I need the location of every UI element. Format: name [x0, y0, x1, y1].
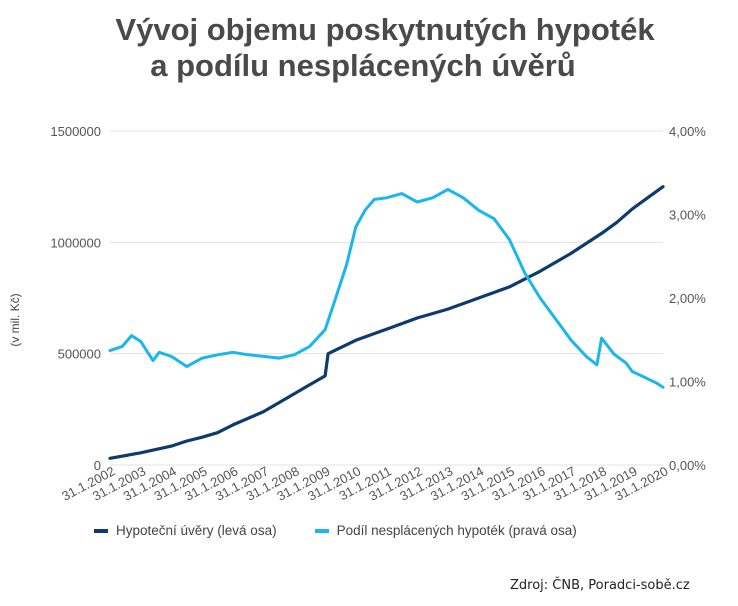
y-tick-label: 1500000: [50, 124, 101, 139]
legend-swatch-mortgages: [94, 528, 108, 533]
legend-label-mortgages: Hypoteční úvěry (levá osa): [116, 523, 277, 538]
y-tick-label: 500000: [58, 347, 101, 362]
x-axis-ticks: 31.1.200231.1.200331.1.200431.1.200531.1…: [59, 463, 670, 503]
y2-tick-label: 2,00%: [669, 291, 706, 306]
legend-label-npl-share: Podíl nesplácených hypoték (pravá osa): [336, 523, 577, 538]
legend-swatch-npl-share: [314, 528, 329, 533]
series-line-npl-share: [108, 187, 665, 389]
y-tick-label: 1000000: [50, 235, 101, 250]
series-line-mortgages: [108, 185, 665, 460]
line-chart: 1500000 1000000 500000 0 4,00% 3,00% 2,00% 1,0…: [8, 124, 706, 504]
chart-title: Vývoj objemu poskytnutých hypoték: [115, 12, 655, 47]
right-axis-ticks: 4,00% 3,00% 2,00% 1,00% 0,00%: [669, 124, 706, 473]
y2-tick-label: 3,00%: [669, 208, 706, 223]
y-tick-label: 0: [94, 458, 101, 473]
legend-item-npl-share: Podíl nesplácených hypoték (pravá osa): [314, 523, 577, 538]
legend-item-mortgages: Hypoteční úvěry (levá osa): [94, 523, 277, 538]
left-axis-ticks: 1500000 1000000 500000 0: [50, 124, 101, 473]
gridlines: [110, 130, 663, 466]
y2-tick-label: 0,00%: [669, 458, 706, 473]
y-axis-label: (v mil. Kč): [8, 293, 22, 346]
source-note: Zdroj: ČNB, Poradci-sobě.cz: [510, 578, 690, 593]
legend: Hypoteční úvěry (levá osa) Podíl nesplác…: [94, 523, 577, 538]
y2-tick-label: 1,00%: [669, 375, 706, 390]
chart-subtitle: a podílu nesplácených úvěrů: [150, 48, 576, 83]
series-lines: [108, 185, 665, 460]
y2-tick-label: 4,00%: [669, 124, 706, 139]
